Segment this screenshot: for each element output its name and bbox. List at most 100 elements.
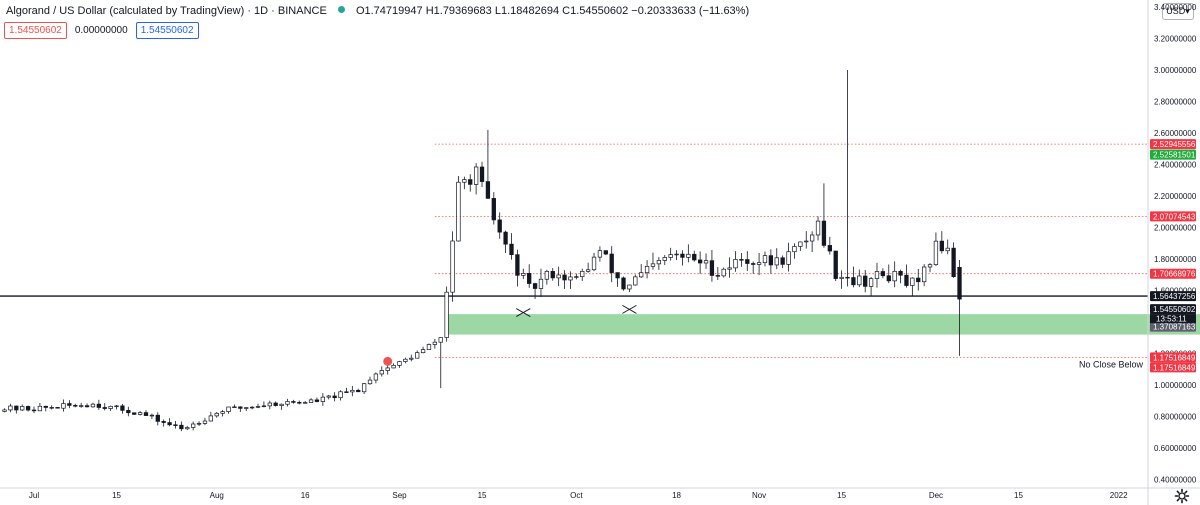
no-close-below-label[interactable]: No Close Below xyxy=(1079,359,1144,369)
candle-body xyxy=(308,399,314,403)
candle-body xyxy=(108,405,113,409)
axis-price-tag-label: 1.17516849 xyxy=(1153,353,1196,362)
y-tick-label: 2.60000000 xyxy=(1154,129,1197,138)
candle-body xyxy=(326,395,331,398)
candle-body xyxy=(137,412,143,415)
candle-body xyxy=(255,406,261,408)
candle-body xyxy=(25,406,31,411)
axis-price-tag-label: 1.54550602 xyxy=(1153,305,1196,314)
candle-body xyxy=(668,254,673,258)
y-tick-label: 2.80000000 xyxy=(1154,98,1197,107)
open-value: 1.74719947 xyxy=(364,5,423,17)
x-tick-label: Dec xyxy=(929,491,943,500)
candle-body xyxy=(432,341,438,345)
candle-body xyxy=(868,278,874,287)
candle-body xyxy=(515,254,520,276)
candle-body xyxy=(892,270,897,282)
candle-body xyxy=(426,344,432,350)
candle-body xyxy=(385,367,390,371)
candle-body xyxy=(2,409,7,412)
candle-body xyxy=(220,411,225,414)
interval-label[interactable]: 1D xyxy=(254,5,269,17)
candle-body xyxy=(692,253,697,261)
candle-body xyxy=(703,260,709,264)
candle-body xyxy=(397,361,402,366)
candle-body xyxy=(851,277,856,286)
symbol-title[interactable]: Algorand / US Dollar (calculated by Trad… xyxy=(6,5,245,17)
candle-body xyxy=(527,273,532,284)
y-tick-label: 3.00000000 xyxy=(1154,66,1197,75)
candle-body xyxy=(297,402,302,404)
y-tick-label: 3.20000000 xyxy=(1154,35,1197,44)
currency-button[interactable]: USD▾ xyxy=(1162,3,1194,20)
candle-body xyxy=(179,424,184,430)
candle-body xyxy=(674,253,679,256)
candle-body xyxy=(574,276,579,278)
candle-body xyxy=(951,247,956,277)
candle-body xyxy=(373,373,379,381)
countdown-label: 13:53:11 xyxy=(1156,315,1187,324)
candle-body xyxy=(538,278,544,289)
cross-mark-icon[interactable] xyxy=(516,308,531,317)
candle-body xyxy=(120,405,125,411)
candle-body xyxy=(886,275,891,282)
candle-body xyxy=(279,403,284,406)
candle-body xyxy=(733,259,738,269)
candle-body xyxy=(73,405,78,407)
y-tick-label: 0.80000000 xyxy=(1154,413,1197,422)
candle-body xyxy=(945,247,950,252)
x-tick-label: 2022 xyxy=(1110,491,1128,500)
candle-body xyxy=(462,179,467,183)
y-tick-label: 3.40000000 xyxy=(1154,3,1197,12)
spread-box: 0.00000000 xyxy=(74,25,128,36)
candle-body xyxy=(916,277,921,283)
candle-body xyxy=(509,243,514,256)
candle-body xyxy=(727,267,732,270)
candle-body xyxy=(450,240,455,293)
candle-body xyxy=(473,166,479,185)
candle-body xyxy=(191,423,196,428)
candle-body xyxy=(880,271,886,277)
candle-body xyxy=(662,257,667,261)
candle-body xyxy=(933,240,939,266)
candle-body xyxy=(67,403,72,406)
candle-body xyxy=(403,358,408,362)
ohlc-values: O1.74719947 H1.79369683 L1.18482694 C1.5… xyxy=(355,5,750,17)
candle-body xyxy=(957,266,962,300)
candle-body xyxy=(544,271,550,280)
candle-body xyxy=(910,277,915,286)
axis-price-tag xyxy=(1150,321,1196,332)
candle-body xyxy=(114,405,119,408)
candle-body xyxy=(96,403,101,408)
axis-price-tag-label: 1.17516849 xyxy=(1153,363,1196,372)
x-tick-label: 15 xyxy=(1014,491,1023,500)
candle-body xyxy=(391,365,396,369)
candle-body xyxy=(379,370,384,375)
candle-body xyxy=(809,234,815,242)
x-tick-label: 15 xyxy=(478,491,487,500)
x-tick-label: Aug xyxy=(210,491,224,500)
candle-body xyxy=(815,220,821,236)
candle-body xyxy=(715,275,720,277)
gear-icon[interactable] xyxy=(1174,488,1190,504)
candle-body xyxy=(126,410,131,414)
candle-body xyxy=(697,259,703,264)
x-tick-label: Oct xyxy=(570,491,583,500)
candle-body xyxy=(721,268,726,277)
candle-body xyxy=(350,389,355,393)
candle-body xyxy=(821,220,827,246)
axis-price-tag xyxy=(1150,362,1196,373)
candle-body xyxy=(756,262,762,265)
candle-body xyxy=(633,276,638,286)
candle-body xyxy=(84,405,90,408)
buy-price-box[interactable]: 1.54550602 xyxy=(135,22,199,39)
x-tick-label: 15 xyxy=(837,491,846,500)
sell-price-box[interactable]: 1.54550602 xyxy=(4,22,67,39)
cross-mark-icon[interactable] xyxy=(622,305,637,314)
candle-body xyxy=(438,337,443,343)
candle-body xyxy=(863,275,868,287)
demand-zone[interactable] xyxy=(446,314,1200,335)
alert-flag-icon[interactable] xyxy=(383,356,393,366)
candle-body xyxy=(356,389,361,393)
